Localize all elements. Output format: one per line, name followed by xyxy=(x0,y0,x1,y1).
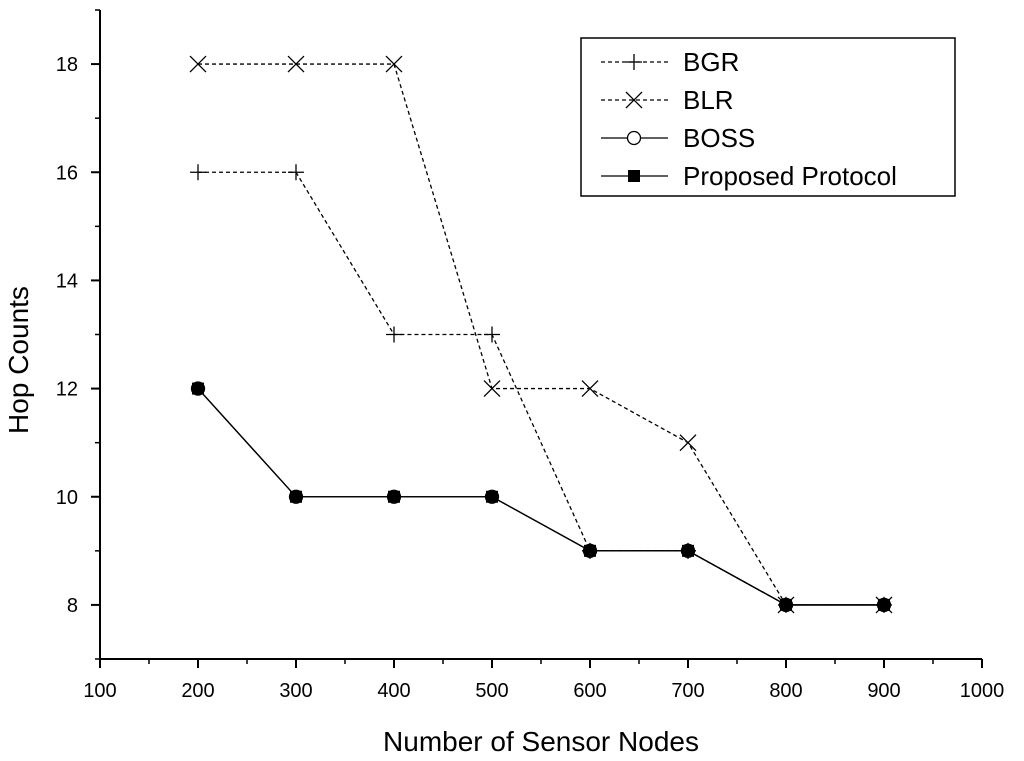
y-tick-label: 10 xyxy=(56,487,78,509)
y-tick-label: 12 xyxy=(56,379,78,401)
legend-label-boss: BOSS xyxy=(683,123,755,153)
data-point-bgr xyxy=(484,326,500,343)
data-point-proposed-protocol xyxy=(780,598,792,611)
x-tick-label: 800 xyxy=(769,680,802,702)
data-point-blr xyxy=(385,55,403,73)
data-point-bgr xyxy=(190,164,206,181)
data-point-proposed-protocol xyxy=(878,598,890,611)
x-tick-label: 600 xyxy=(573,680,606,702)
x-tick-label: 1000 xyxy=(960,680,1005,702)
y-tick-label: 8 xyxy=(67,595,78,617)
data-point-blr xyxy=(189,55,207,73)
data-point-proposed-protocol xyxy=(290,490,302,503)
x-tick-label: 300 xyxy=(279,680,312,702)
legend-label-bgr: BGR xyxy=(683,47,739,77)
data-point-proposed-protocol xyxy=(584,544,596,557)
data-point-bgr xyxy=(386,326,402,343)
data-point-bgr xyxy=(288,164,304,181)
data-point-proposed-protocol xyxy=(388,490,400,503)
data-point-blr xyxy=(287,55,305,73)
series-line-blr xyxy=(198,63,884,606)
legend-marker-bgr xyxy=(626,54,642,70)
y-tick-label: 14 xyxy=(56,270,78,292)
x-tick-label: 500 xyxy=(475,680,508,702)
axes: 100 200 300 400 500 600 700 800 900 1000 8 10 12 14 16… xyxy=(56,9,1005,702)
legend: BGR BLR BOSS Proposed Protocol xyxy=(580,37,956,197)
legend-box xyxy=(580,37,956,197)
legend-marker-blr xyxy=(625,91,643,109)
legend-marker-proposed-protocol xyxy=(628,170,640,182)
data-point-blr xyxy=(679,434,697,452)
legend-label-proposed-protocol: Proposed Protocol xyxy=(683,161,897,191)
data-point-proposed-protocol xyxy=(486,490,498,503)
legend-marker-boss xyxy=(626,130,642,146)
data-point-proposed-protocol xyxy=(192,382,204,395)
x-tick-label: 200 xyxy=(181,680,214,702)
y-axis-title: Hop Counts xyxy=(3,286,34,434)
x-tick-label: 900 xyxy=(867,680,900,702)
y-tick-label: 16 xyxy=(56,162,78,184)
x-tick-label: 100 xyxy=(83,680,116,702)
data-point-blr xyxy=(581,380,599,398)
data-point-blr xyxy=(483,380,501,398)
y-tick-label: 18 xyxy=(56,54,78,76)
x-axis-title: Number of Sensor Nodes xyxy=(383,726,699,757)
x-tick-label: 700 xyxy=(671,680,704,702)
series-line-proposed-protocol xyxy=(197,388,884,606)
x-tick-label: 400 xyxy=(377,680,410,702)
series-layer xyxy=(189,55,893,614)
legend-label-blr: BLR xyxy=(683,85,734,115)
series-proposed-protocol xyxy=(192,382,890,611)
data-point-proposed-protocol xyxy=(682,544,694,557)
